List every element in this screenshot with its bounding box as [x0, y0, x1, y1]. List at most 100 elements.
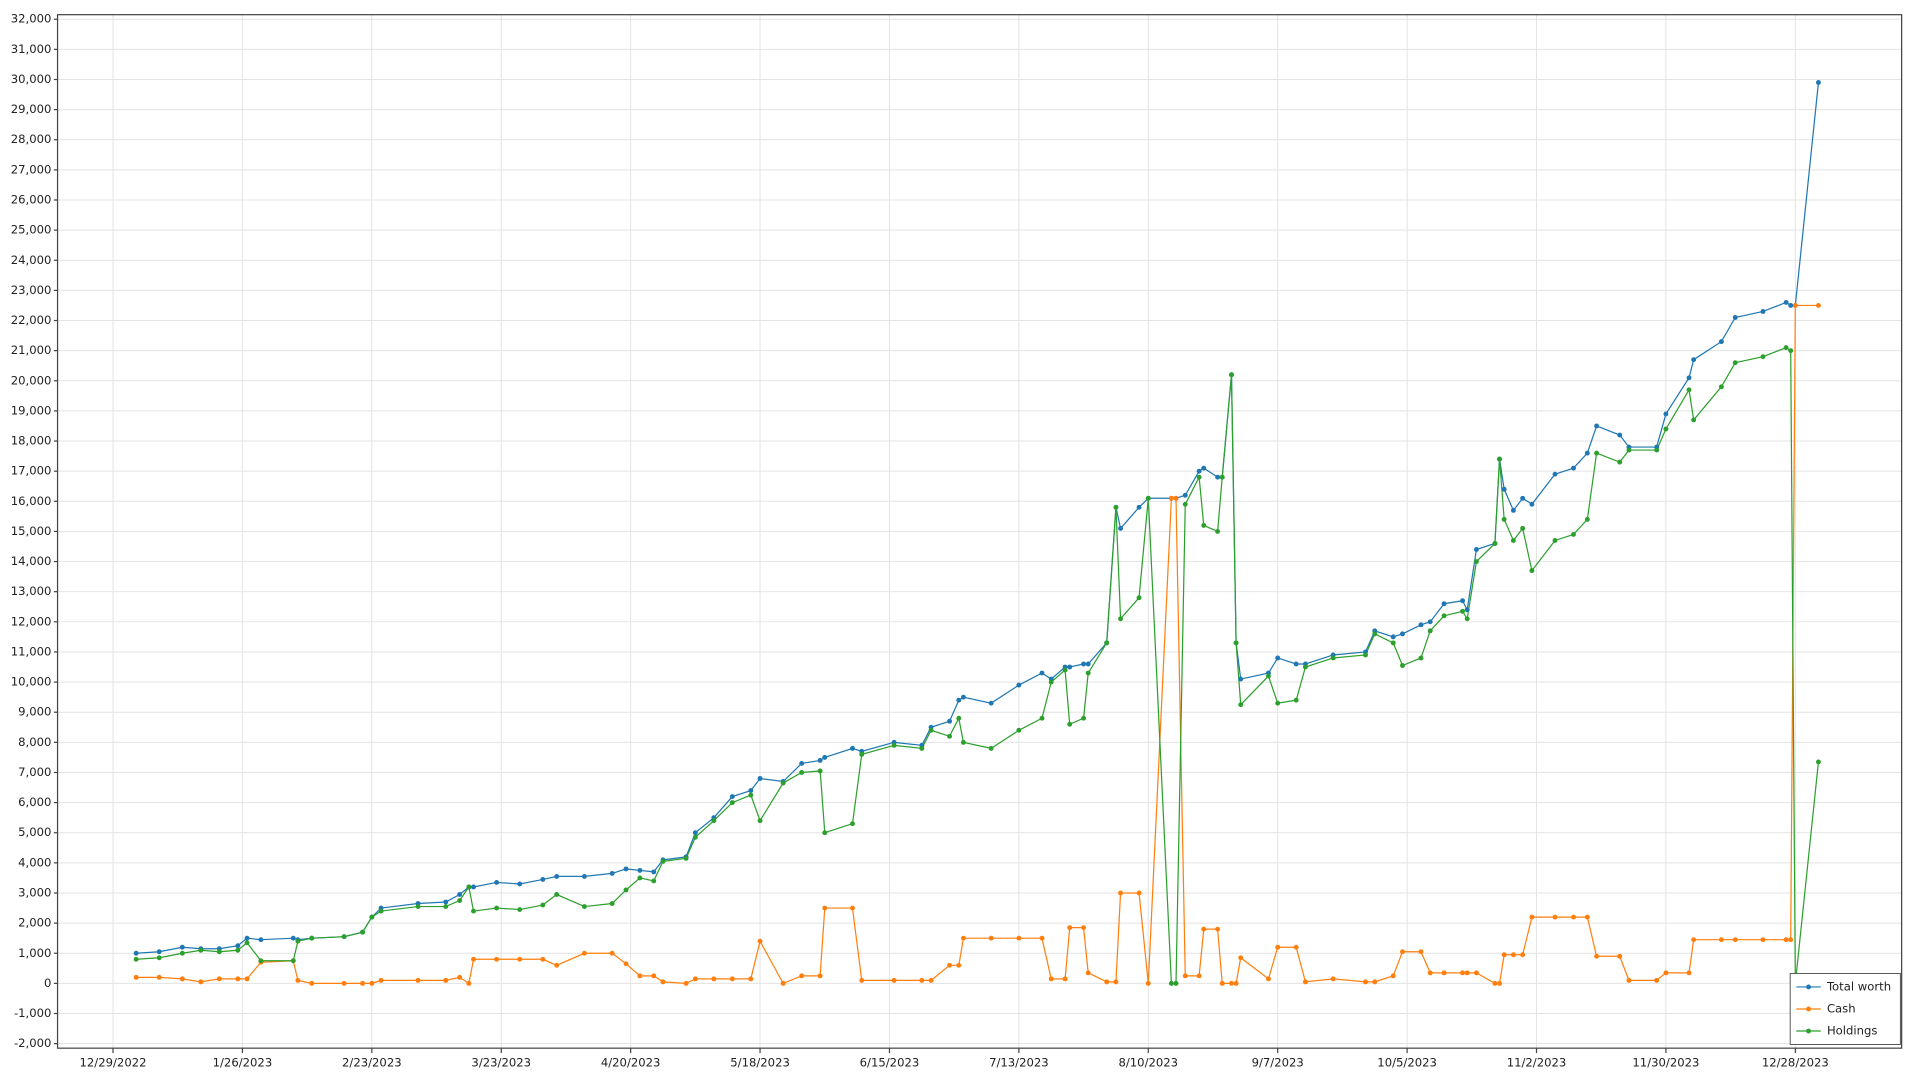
data-point: [1302, 664, 1308, 670]
legend-label: Cash: [1827, 1001, 1856, 1015]
y-tick-label: -2,000: [14, 1036, 51, 1050]
x-tick-label: 10/5/2023: [1377, 1055, 1437, 1069]
data-point: [1215, 528, 1221, 534]
y-tick-label: 25,000: [11, 223, 52, 237]
data-point: [822, 754, 828, 760]
data-point: [956, 962, 962, 968]
data-point: [609, 901, 615, 906]
data-point: [1654, 447, 1660, 453]
data-point: [850, 821, 855, 827]
data-point: [780, 980, 786, 986]
data-point: [198, 979, 204, 985]
data-point: [850, 905, 855, 911]
data-point: [581, 950, 587, 956]
data-point: [683, 980, 689, 986]
y-tick-label: 24,000: [11, 253, 52, 267]
data-point: [415, 977, 421, 983]
data-point: [1215, 474, 1221, 480]
data-point: [235, 947, 241, 953]
y-tick-label: 28,000: [11, 132, 52, 146]
data-point: [1460, 608, 1466, 614]
data-point: [198, 947, 204, 953]
data-point: [1594, 953, 1600, 959]
x-tick-label: 1/26/2023: [213, 1055, 273, 1069]
x-tick-label: 8/10/2023: [1118, 1055, 1178, 1069]
data-point: [1617, 953, 1623, 959]
data-point: [1686, 970, 1692, 976]
data-point: [960, 739, 966, 745]
y-tick-label: 30,000: [11, 72, 52, 86]
x-tick-label: 11/2/2023: [1507, 1055, 1567, 1069]
data-point: [822, 905, 828, 911]
data-point: [817, 757, 823, 763]
y-tick-label: 20,000: [11, 373, 52, 387]
data-point: [651, 869, 657, 875]
data-point: [517, 956, 523, 962]
x-tick-label: 9/7/2023: [1252, 1055, 1304, 1069]
data-point: [1520, 952, 1526, 958]
data-point: [1492, 980, 1498, 986]
data-point: [1691, 937, 1697, 943]
y-tick-label: 11,000: [11, 644, 52, 658]
y-tick-label: 2,000: [18, 916, 51, 930]
data-point: [692, 830, 698, 836]
data-point: [1081, 715, 1087, 721]
data-point: [1390, 634, 1396, 640]
plot-frame: [56, 14, 1903, 1049]
data-point: [1104, 640, 1110, 646]
data-point: [466, 980, 472, 986]
data-point: [179, 944, 185, 950]
y-tick-label: 1,000: [18, 946, 51, 960]
data-point: [295, 938, 301, 944]
data-point: [960, 935, 966, 941]
data-point: [1081, 661, 1087, 667]
data-point: [309, 980, 315, 986]
data-point: [1815, 303, 1821, 308]
x-tick-label: 5/18/2023: [730, 1055, 790, 1069]
data-point: [1718, 384, 1724, 390]
data-point: [1266, 673, 1271, 679]
data-point: [1691, 357, 1697, 363]
data-point: [1584, 914, 1590, 920]
y-tick-label: 16,000: [11, 494, 52, 508]
data-point: [757, 818, 763, 824]
data-point: [235, 976, 241, 982]
data-point: [1039, 935, 1045, 941]
data-point: [891, 742, 897, 748]
data-point: [1215, 926, 1221, 932]
y-tick-label: 9,000: [18, 705, 51, 719]
data-point: [859, 751, 865, 757]
legend-marker: [1806, 1028, 1812, 1034]
data-point: [369, 980, 375, 986]
data-point: [415, 904, 421, 909]
data-point: [1501, 486, 1507, 492]
y-tick-label: 0: [44, 976, 51, 990]
data-point: [1441, 970, 1447, 976]
data-point: [1815, 80, 1821, 85]
data-point: [1238, 702, 1244, 708]
data-point: [1275, 944, 1281, 950]
data-point: [637, 867, 643, 873]
data-point: [156, 974, 162, 980]
data-point: [1691, 417, 1697, 423]
data-point: [1229, 980, 1234, 986]
y-tick-label: 8,000: [18, 735, 51, 749]
data-point: [1510, 538, 1516, 543]
data-point: [947, 733, 952, 739]
data-point: [1510, 952, 1516, 958]
data-point: [1238, 955, 1244, 961]
y-tick-label: 22,000: [11, 313, 52, 327]
data-point: [1182, 501, 1188, 507]
data-point: [960, 694, 966, 700]
data-point: [1196, 468, 1202, 474]
data-point: [244, 935, 250, 941]
data-point: [378, 977, 384, 983]
data-point: [1039, 670, 1045, 676]
data-point: [295, 977, 301, 983]
data-point: [799, 770, 805, 775]
data-point: [1113, 504, 1119, 510]
data-point: [1390, 973, 1396, 979]
